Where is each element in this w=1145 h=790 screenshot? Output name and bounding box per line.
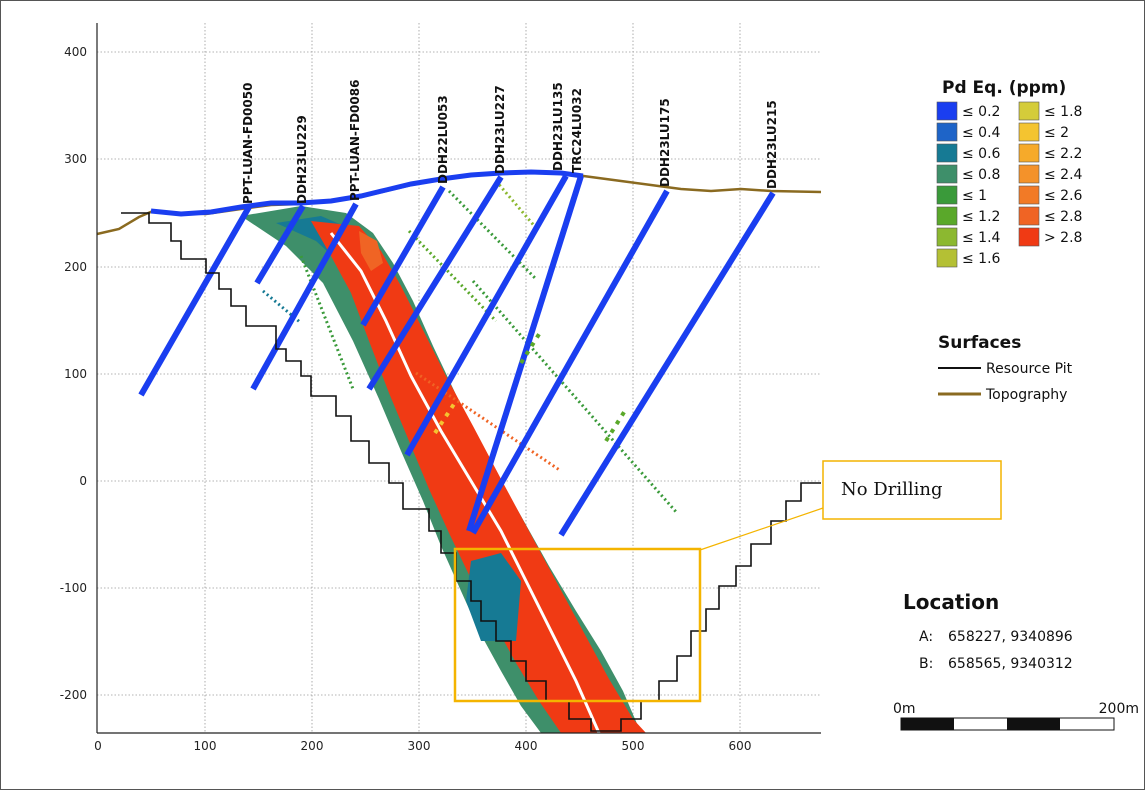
drill-hole-label: DDH22LU053 xyxy=(436,95,450,184)
location-title: Location xyxy=(903,590,999,614)
x-tick-label: 0 xyxy=(94,739,102,753)
scale-bar: 0m 200m xyxy=(893,701,1139,731)
grade-label: ≤ 2.4 xyxy=(1044,167,1083,183)
grade-label: ≤ 2.2 xyxy=(1044,146,1082,162)
y-tick-label: 0 xyxy=(79,474,87,488)
drill-hole-label: DDH23LU229 xyxy=(295,115,309,204)
y-tick-label: -100 xyxy=(60,581,87,595)
grade-swatch xyxy=(1018,185,1040,205)
x-tick-label: 400 xyxy=(515,739,538,753)
surface-label: Topography xyxy=(985,387,1067,403)
grade-label: ≤ 1.2 xyxy=(962,209,1000,225)
teal-fringe-lower xyxy=(466,553,521,641)
location-key: A: xyxy=(919,629,933,645)
y-tick-label: 200 xyxy=(64,260,87,274)
drill-hole-traces xyxy=(138,174,776,537)
grade-label: ≤ 1 xyxy=(962,188,987,204)
grade-label: ≤ 0.2 xyxy=(962,104,1000,120)
grade-swatch xyxy=(1018,206,1040,226)
grade-swatch xyxy=(1018,101,1040,121)
scale-start-label: 0m xyxy=(893,701,916,717)
drill-trace-ddh22lu053 xyxy=(360,185,446,327)
drill-hole-label: PPT-LUAN-FD0086 xyxy=(348,80,362,201)
surfaces-legend: Surfaces Resource Pit Topography xyxy=(938,333,1073,403)
grade-label: ≤ 2.8 xyxy=(1044,209,1082,225)
plot-area xyxy=(97,23,821,733)
grade-swatch xyxy=(936,206,958,226)
callout-box xyxy=(822,460,1002,520)
y-tick-label: 400 xyxy=(64,45,87,59)
no-drilling-zone-box xyxy=(453,547,702,703)
drill-hole-label: PPT-LUAN-FD0050 xyxy=(241,83,255,204)
surface-label: Resource Pit xyxy=(986,361,1073,377)
y-axis-ticks: 400 300 200 100 0 -100 -200 xyxy=(60,45,87,702)
drill-trace-ddh23lu227 xyxy=(366,175,504,391)
axes xyxy=(96,23,821,734)
location-value: 658565, 9340312 xyxy=(948,656,1073,672)
drill-hole-label: TRC24LU032 xyxy=(570,88,584,173)
y-tick-label: -200 xyxy=(60,688,87,702)
grade-swatch xyxy=(936,227,958,247)
grade-label: ≤ 2.6 xyxy=(1044,188,1083,204)
drill-trace-ddh23lu229 xyxy=(254,204,306,285)
drill-trace-ddh23lu215 xyxy=(558,191,776,537)
collar-ribbon xyxy=(150,169,584,217)
grade-swatch xyxy=(1018,122,1040,142)
y-tick-label: 100 xyxy=(64,367,87,381)
x-axis-ticks: 0 100 200 300 400 500 600 xyxy=(94,739,751,753)
drill-hole-label: DDH23LU135 xyxy=(551,82,565,171)
x-tick-label: 100 xyxy=(194,739,217,753)
callout-leader xyxy=(699,507,824,551)
drill-trace-ddh23lu135 xyxy=(404,174,569,457)
grade-swatch xyxy=(936,122,958,142)
grade-label: ≤ 1.4 xyxy=(962,230,1001,246)
x-tick-label: 600 xyxy=(729,739,752,753)
x-tick-label: 300 xyxy=(408,739,431,753)
grade-swatch xyxy=(1018,227,1040,247)
high-grade-lobe xyxy=(359,231,383,271)
grade-label: ≤ 2 xyxy=(1044,125,1069,141)
surfaces-legend-title: Surfaces xyxy=(938,333,1021,353)
drill-hole-label: DDH23LU175 xyxy=(658,98,672,187)
drill-hole-label: DDH23LU215 xyxy=(765,100,779,189)
scale-end-label: 200m xyxy=(1099,701,1139,717)
grade-legend: Pd Eq. (ppm) ≤ 0.2 ≤ 0.4 ≤ 0.6 ≤ 0.8 ≤ 1 ≤ 1.… xyxy=(936,78,1083,268)
location-block: Location A: 658227, 9340896 B: 658565, 9… xyxy=(903,590,1073,672)
location-key: B: xyxy=(919,656,933,672)
grade-label: > 2.8 xyxy=(1044,230,1082,246)
grade-swatch xyxy=(1018,143,1040,163)
grade-label: ≤ 0.8 xyxy=(962,167,1000,183)
grade-swatch xyxy=(936,185,958,205)
x-tick-label: 200 xyxy=(301,739,324,753)
grade-swatch xyxy=(936,248,958,268)
drill-trace-ppt-luan-fd0086 xyxy=(250,202,359,391)
grade-label: ≤ 0.6 xyxy=(962,146,1001,162)
grade-swatch xyxy=(936,143,958,163)
location-value: 658227, 9340896 xyxy=(948,629,1073,645)
resource-pit-outline xyxy=(121,212,821,732)
grade-label: ≤ 0.4 xyxy=(962,125,1001,141)
drill-hole-label: DDH23LU227 xyxy=(493,85,507,174)
drill-hole-labels: PPT-LUAN-FD0050 DDH23LU229 PPT-LUAN-FD00… xyxy=(241,80,779,204)
grade-legend-title: Pd Eq. (ppm) xyxy=(942,78,1066,98)
x-tick-label: 500 xyxy=(622,739,645,753)
y-tick-label: 300 xyxy=(64,152,87,166)
grade-label: ≤ 1.6 xyxy=(962,251,1001,267)
drill-trace-ddh23lu175 xyxy=(470,189,670,535)
drill-trace-ppt-luan-fd0050 xyxy=(138,205,252,397)
callout-text: No Drilling xyxy=(841,479,943,500)
grade-swatch xyxy=(936,101,958,121)
grade-swatch xyxy=(936,164,958,184)
grade-label: ≤ 1.8 xyxy=(1044,104,1082,120)
grade-swatch xyxy=(1018,164,1040,184)
